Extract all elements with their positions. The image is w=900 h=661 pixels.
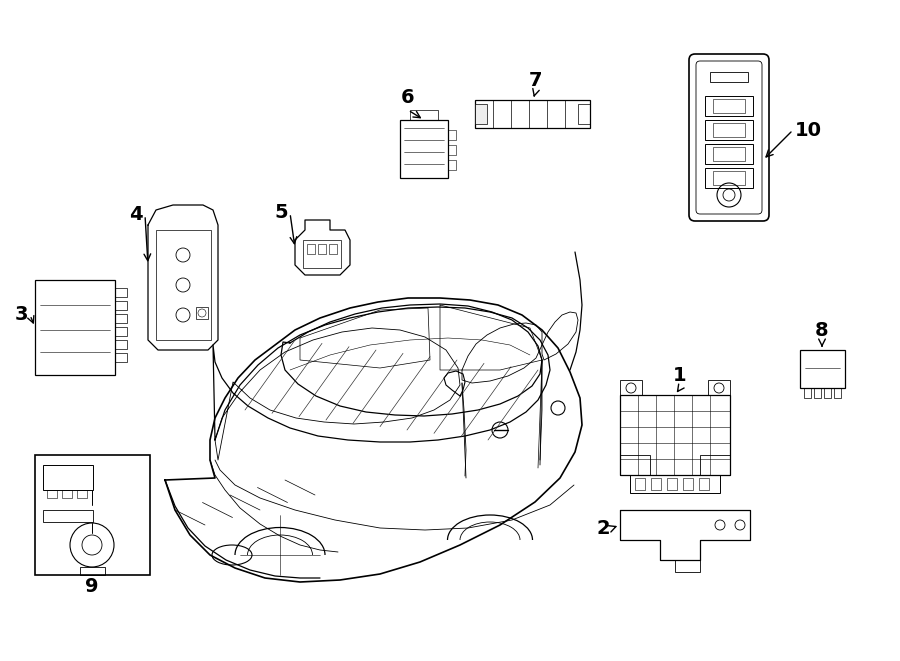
Bar [115,353,127,362]
Bar [115,301,127,310]
Bar [115,327,127,336]
FancyBboxPatch shape [689,54,769,221]
Bar [329,244,337,254]
Bar [814,388,821,398]
Bar [115,340,127,349]
Bar [713,99,745,113]
Text: 2: 2 [597,518,610,537]
Bar [800,350,845,388]
Bar [196,307,208,319]
Text: 8: 8 [815,321,829,340]
Bar [804,388,811,398]
Bar [620,455,650,475]
Bar [43,465,93,490]
Bar [710,72,748,82]
Bar [475,100,590,128]
Bar [47,490,57,498]
Text: 6: 6 [401,88,415,107]
Bar [834,388,841,398]
Text: 9: 9 [86,577,99,596]
Bar [620,395,730,475]
Bar [77,490,87,498]
Bar [448,130,456,140]
Bar [80,567,105,575]
Bar [667,478,677,490]
Bar [713,171,745,185]
Text: 3: 3 [14,305,28,325]
Bar [43,510,93,522]
Text: 1: 1 [673,366,687,385]
Text: 7: 7 [528,71,542,90]
Bar [708,380,730,395]
Text: 10: 10 [795,120,822,139]
Bar [630,475,720,493]
Bar [683,478,693,490]
Text: 5: 5 [274,204,288,223]
Bar [705,168,753,188]
Bar [307,244,315,254]
Bar [35,455,150,575]
Bar [713,123,745,137]
Bar [705,120,753,140]
Bar [713,147,745,161]
Bar [62,490,72,498]
Bar [675,560,700,572]
Bar [156,230,211,340]
Bar [705,96,753,116]
Text: 4: 4 [130,206,143,225]
FancyBboxPatch shape [696,61,762,214]
Bar [651,478,661,490]
Bar [620,380,642,395]
Bar [635,478,645,490]
Bar [115,314,127,323]
Bar [699,478,709,490]
Bar [448,145,456,155]
Bar [824,388,831,398]
Bar [700,455,730,475]
Bar [448,160,456,170]
Bar [475,104,487,124]
Bar [705,144,753,164]
Bar [318,244,326,254]
Bar [35,280,115,375]
Bar [400,120,448,178]
Bar [410,110,438,120]
Bar [303,240,341,268]
Bar [115,288,127,297]
Bar [578,104,590,124]
